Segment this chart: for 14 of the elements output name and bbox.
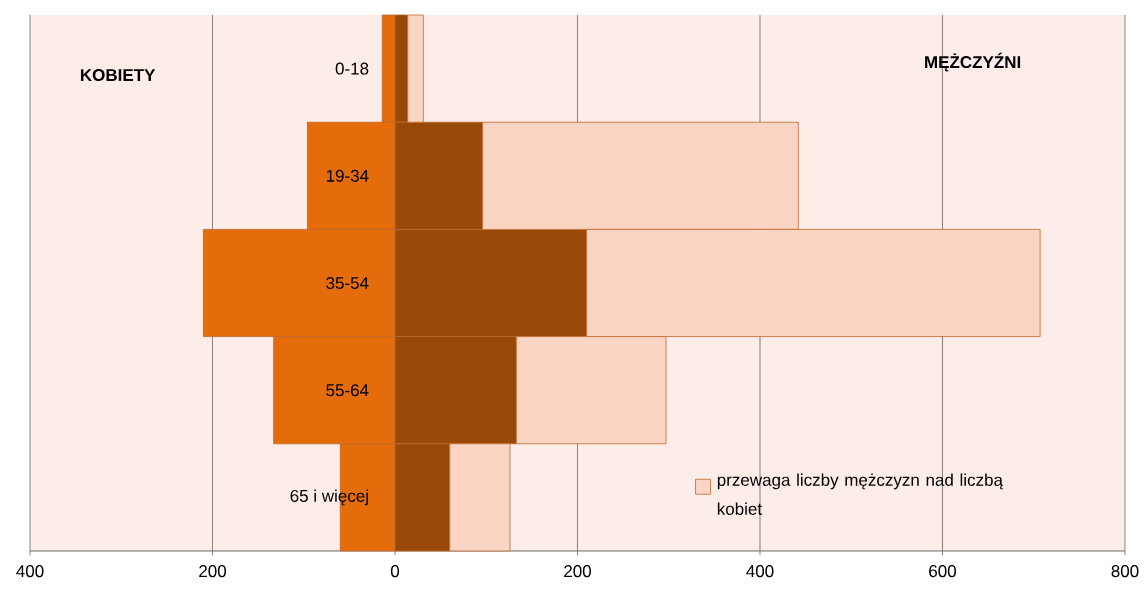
x-tick-label: 400	[746, 565, 774, 578]
x-tick-label: 200	[564, 565, 592, 578]
x-tick-label: 0	[390, 565, 400, 578]
y-tick-label: 0-18	[335, 62, 369, 75]
x-tick-label: 800	[1111, 565, 1139, 578]
x-tick-label: 200	[199, 565, 227, 578]
x-tick-label: 400	[16, 565, 44, 578]
annotation: KOBIETY	[80, 69, 156, 82]
y-tick-label: 55-64	[326, 384, 369, 397]
legend-label: przewaga liczby mężczyzn nad liczbą kobiet	[717, 473, 1003, 515]
x-tick-label: 600	[929, 565, 956, 578]
y-tick-label: 35-54	[326, 276, 369, 290]
y-tick-label: 19-34	[326, 169, 369, 182]
annotation: MĘŻCZYŹNI	[925, 52, 1021, 72]
